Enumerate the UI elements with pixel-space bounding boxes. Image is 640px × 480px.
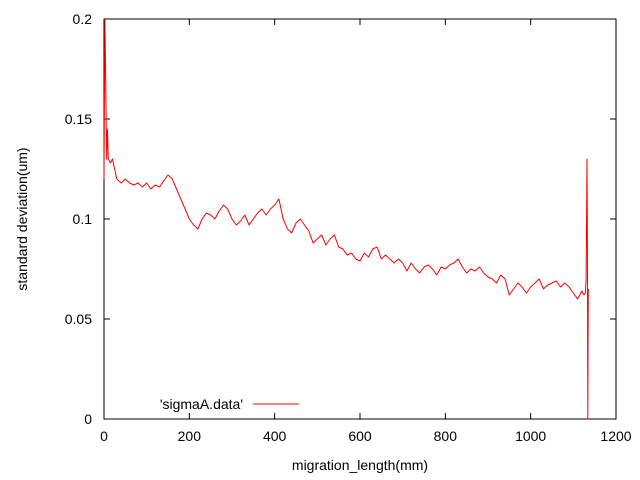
y-axis-title: standard deviation(um) xyxy=(14,147,30,290)
x-tick-label: 800 xyxy=(434,428,458,444)
x-tick-label: 1000 xyxy=(515,428,546,444)
x-tick-label: 1200 xyxy=(600,428,631,444)
tick-labels: 0 200 400 600 800 1000 1200 0 0.05 0.1 0.15 0.2 xyxy=(65,11,632,444)
y-tick-label: 0.15 xyxy=(65,111,92,127)
legend-label: 'sigmaA.data' xyxy=(160,396,243,412)
series-layer xyxy=(103,18,589,420)
x-tick-label: 0 xyxy=(100,428,108,444)
x-tick-label: 400 xyxy=(263,428,287,444)
axis-ticks xyxy=(103,18,617,420)
y-tick-label: 0.1 xyxy=(73,211,93,227)
x-tick-label: 600 xyxy=(348,428,372,444)
legend: 'sigmaA.data' xyxy=(160,396,299,412)
x-tick-label: 200 xyxy=(178,428,202,444)
y-tick-label: 0.05 xyxy=(65,311,92,327)
y-tick-label: 0.2 xyxy=(73,11,93,27)
y-tick-label: 0 xyxy=(84,411,92,427)
x-axis-title: migration_length(mm) xyxy=(292,457,428,473)
series-line xyxy=(103,18,589,420)
